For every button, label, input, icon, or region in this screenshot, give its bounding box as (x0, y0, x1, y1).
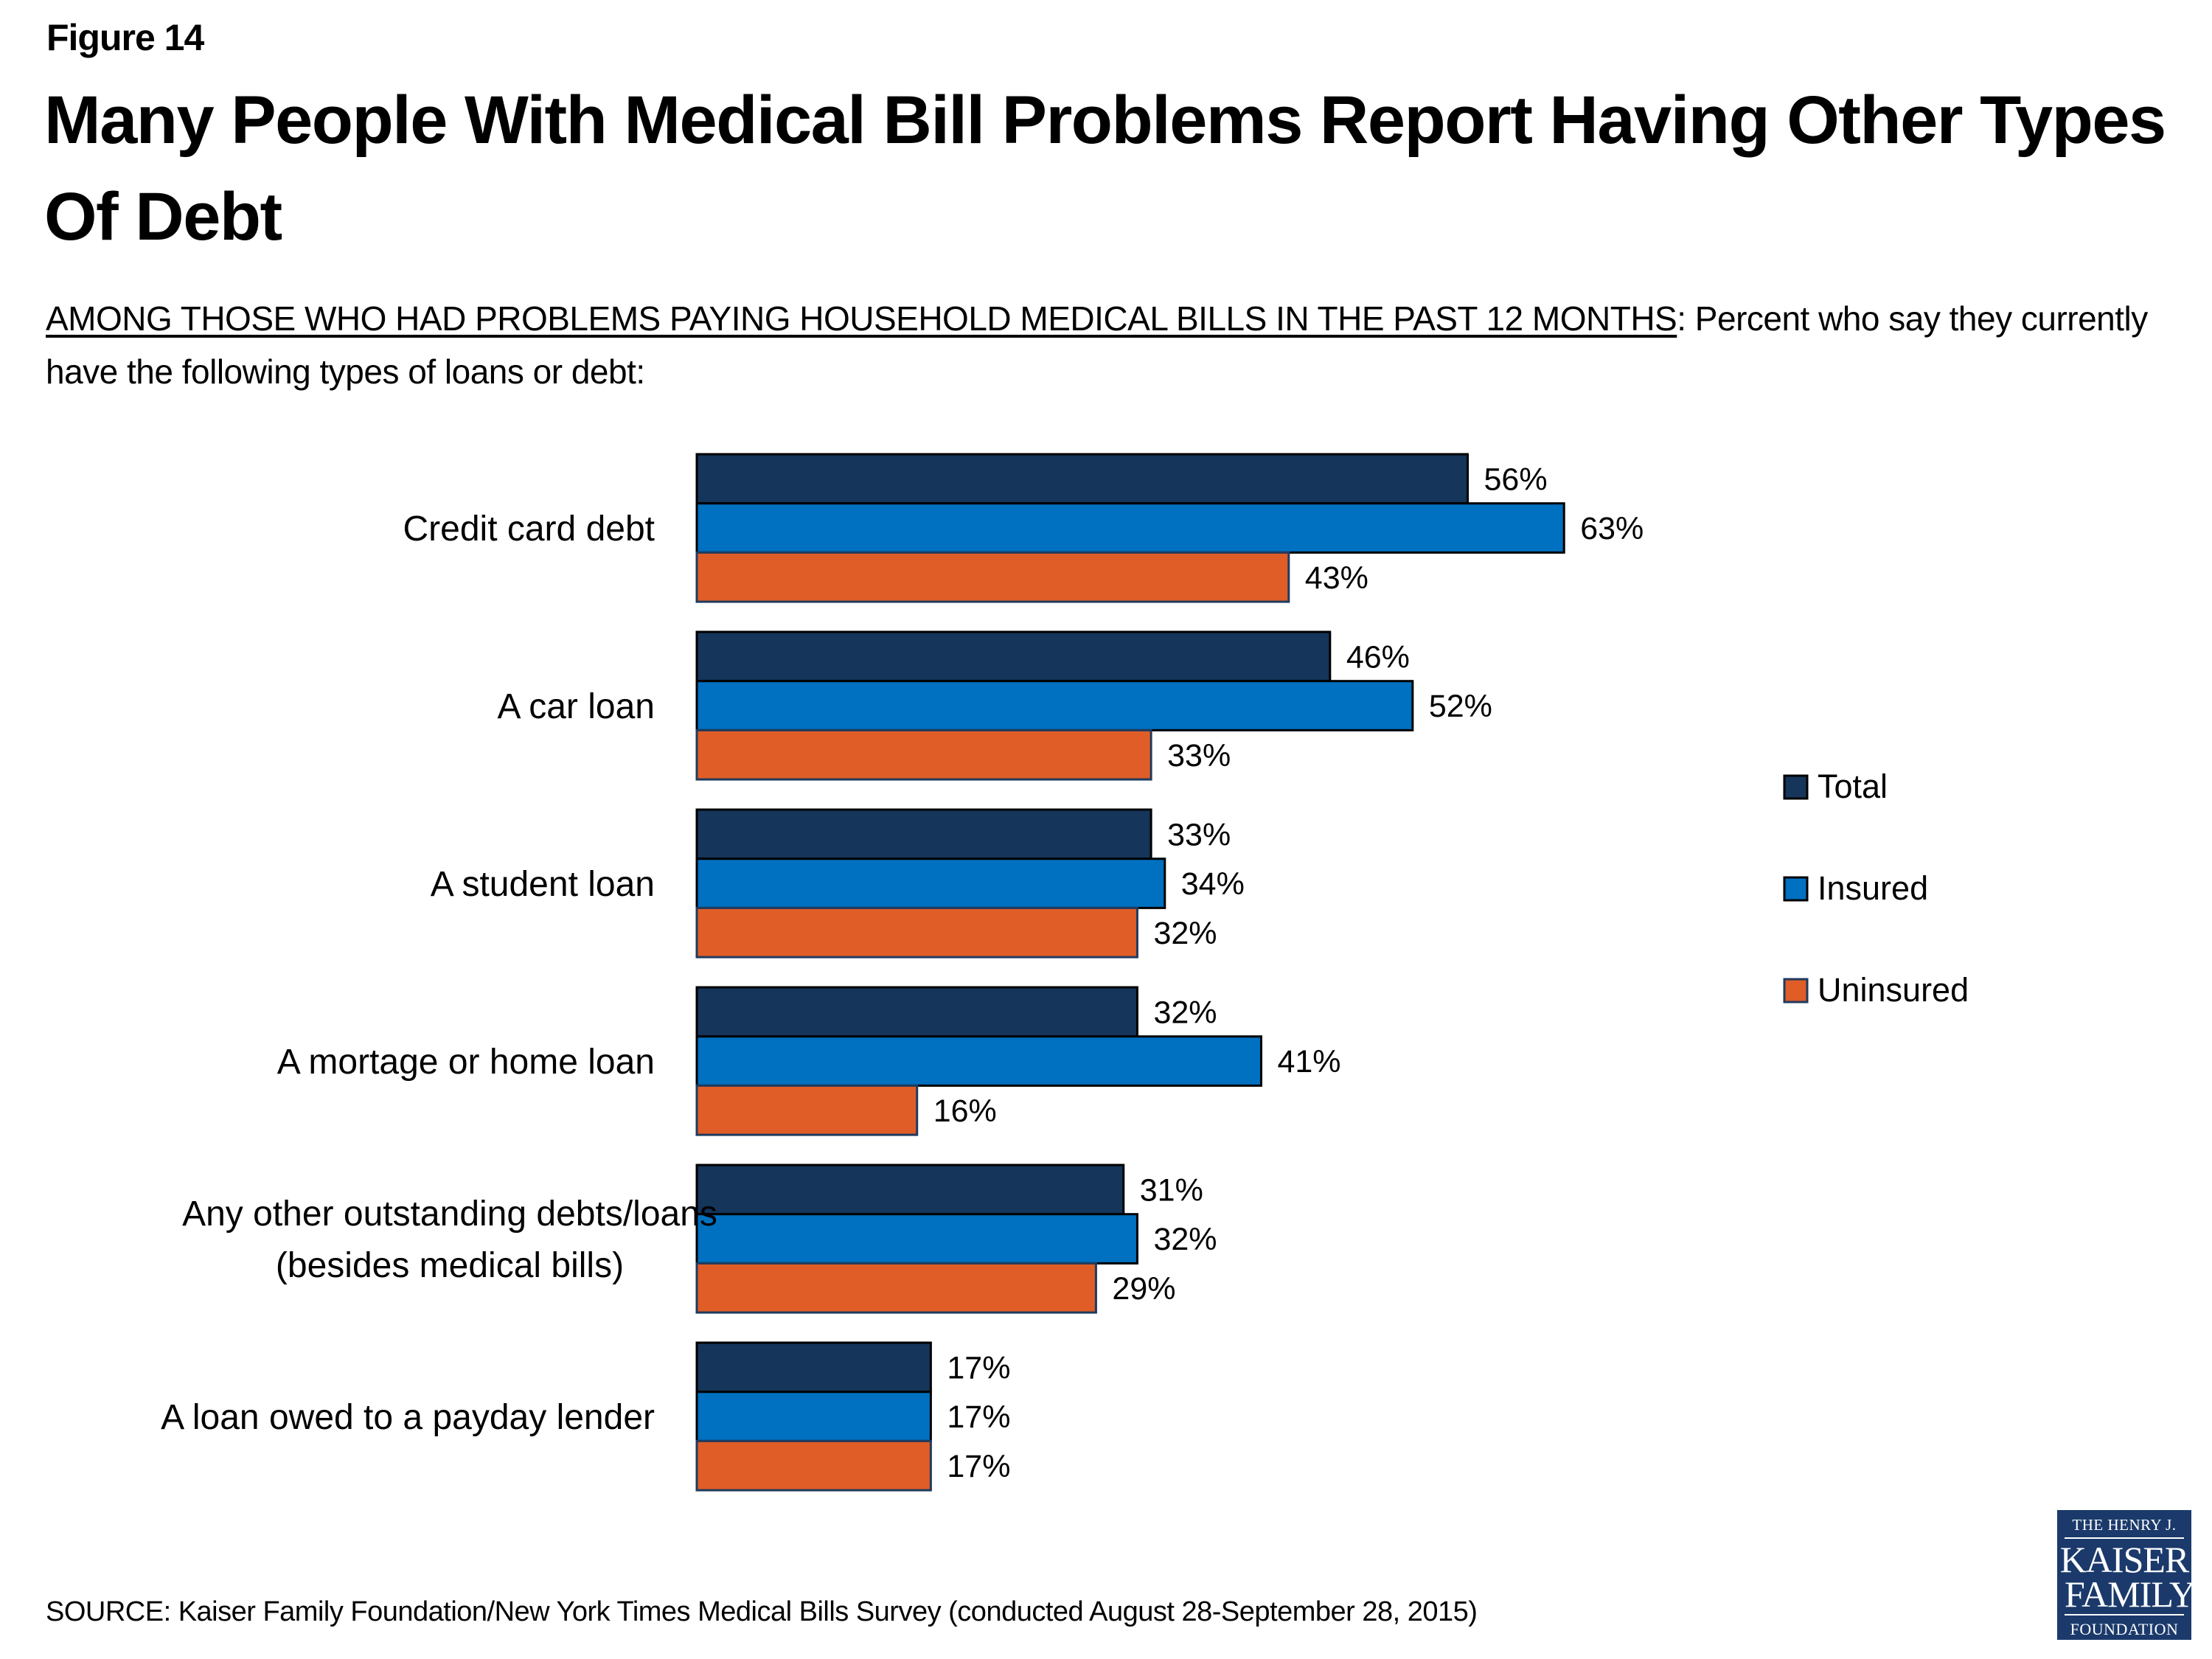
bar-total-1 (695, 630, 1332, 683)
chart-subtitle: AMONG THOSE WHO HAD PROBLEMS PAYING HOUS… (46, 292, 2169, 398)
value-label-uninsured-5: 17% (947, 1449, 1010, 1484)
value-label-total-5: 17% (947, 1350, 1010, 1385)
source-note: SOURCE: Kaiser Family Foundation/New Yor… (46, 1596, 1478, 1627)
bar-uninsured-0 (695, 551, 1290, 603)
kff-logo: THE HENRY J. KAISER FAMILY FOUNDATION (2057, 1510, 2196, 1640)
value-label-insured-3: 41% (1277, 1044, 1340, 1079)
bar-total-5 (695, 1341, 932, 1394)
bar-uninsured-2 (695, 906, 1138, 959)
legend: Total Insured Uninsured (1783, 768, 1969, 1009)
logo-line-4: FOUNDATION (2070, 1620, 2179, 1638)
value-label-total-0: 56% (1484, 462, 1548, 497)
value-label-insured-0: 63% (1580, 511, 1644, 546)
value-label-insured-5: 17% (947, 1399, 1010, 1435)
bar-uninsured-3 (695, 1084, 919, 1136)
category-label-1: A car loan (498, 687, 655, 726)
bar-total-0 (695, 453, 1470, 505)
legend-label-uninsured: Uninsured (1818, 971, 1969, 1009)
subtitle-rest: : Percent who say they currently have th… (46, 299, 2148, 391)
value-label-insured-1: 52% (1429, 689, 1492, 724)
bar-insured-0 (695, 502, 1565, 554)
value-label-total-3: 32% (1153, 995, 1217, 1030)
value-label-uninsured-1: 33% (1167, 738, 1231, 773)
logo-line-2: KAISER (2059, 1539, 2190, 1580)
logo-line-1: THE HENRY J. (2065, 1516, 2184, 1539)
value-label-uninsured-4: 29% (1112, 1271, 1175, 1307)
category-label-2: A student loan (431, 865, 655, 904)
logo-line-3: FAMILY (2065, 1573, 2196, 1615)
value-label-insured-4: 32% (1153, 1222, 1217, 1257)
bar-uninsured-5 (695, 1439, 932, 1492)
legend-swatch-uninsured (1783, 978, 1809, 1004)
bar-total-4 (695, 1164, 1125, 1216)
bar-total-2 (695, 808, 1152, 860)
bar-uninsured-1 (695, 728, 1152, 781)
bar-uninsured-4 (695, 1262, 1097, 1314)
value-label-uninsured-2: 32% (1153, 916, 1217, 951)
legend-swatch-total (1783, 774, 1809, 800)
chart-title: Many People With Medical Bill Problems R… (44, 83, 2166, 254)
value-labels: 56% 63% 43% 46% 52% 33% 33% 34% 32% 32% 41% 16% 31% 3… (933, 462, 1644, 1484)
value-label-uninsured-3: 16% (933, 1093, 997, 1129)
legend-label-total: Total (1818, 768, 1888, 805)
category-label-4: Any other outstanding debts/loans (beside… (182, 1194, 717, 1285)
value-label-insured-2: 34% (1181, 866, 1245, 902)
figure-label: Figure 14 (46, 17, 204, 58)
category-label-3: A mortage or home loan (277, 1043, 655, 1082)
value-label-total-4: 31% (1140, 1172, 1203, 1208)
legend-label-insured: Insured (1818, 869, 1928, 907)
value-label-uninsured-0: 43% (1305, 560, 1368, 596)
category-label-0: Credit card debt (403, 509, 655, 549)
value-label-total-2: 33% (1167, 817, 1231, 852)
bar-insured-3 (695, 1035, 1262, 1087)
category-labels: Credit card debt A car loan A student loan… (161, 509, 717, 1437)
value-label-total-1: 46% (1346, 639, 1410, 675)
bar-total-3 (695, 986, 1138, 1038)
bars-layer (695, 453, 1565, 1492)
bar-insured-2 (695, 858, 1166, 909)
subtitle-underlined: AMONG THOSE WHO HAD PROBLEMS PAYING HOUS… (46, 299, 1677, 338)
bar-insured-4 (695, 1213, 1138, 1265)
category-label-5: A loan owed to a payday lender (161, 1398, 655, 1437)
legend-swatch-insured (1783, 876, 1809, 902)
bar-insured-5 (695, 1391, 932, 1442)
bar-insured-1 (695, 680, 1414, 731)
